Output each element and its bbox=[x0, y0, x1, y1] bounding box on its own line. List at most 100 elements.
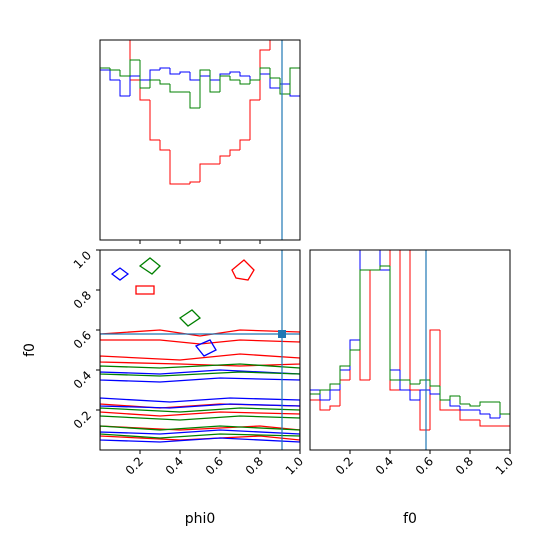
hist-step bbox=[459, 406, 470, 411]
hist-step bbox=[449, 400, 460, 407]
contour-line bbox=[100, 363, 300, 377]
contour-line bbox=[194, 339, 217, 357]
hist-step bbox=[139, 76, 150, 81]
hist-step bbox=[439, 330, 450, 411]
hist-step bbox=[439, 386, 450, 401]
hist-step bbox=[129, 40, 140, 81]
hist-step bbox=[319, 390, 330, 401]
x-tick-label: 1.0 bbox=[493, 454, 516, 477]
hist-step bbox=[349, 349, 360, 380]
x-tick-label: 0.8 bbox=[453, 454, 476, 477]
hist-step bbox=[179, 71, 190, 74]
hist-step bbox=[379, 250, 390, 271]
hist-step bbox=[439, 394, 450, 401]
x-tick-label: 0.6 bbox=[413, 454, 436, 477]
hist-step bbox=[310, 399, 320, 450]
hist-step bbox=[169, 150, 180, 185]
contour-line bbox=[135, 285, 155, 295]
hist-step bbox=[169, 68, 180, 75]
hist-step bbox=[159, 80, 170, 85]
hist-step bbox=[409, 250, 420, 391]
hist-step bbox=[159, 67, 170, 70]
hist-step bbox=[389, 250, 400, 391]
contour-line bbox=[100, 329, 300, 345]
hist-step bbox=[289, 84, 300, 240]
hist-step bbox=[289, 67, 300, 240]
hist-step bbox=[339, 365, 350, 384]
contour-line bbox=[178, 309, 202, 327]
hist-step bbox=[429, 380, 440, 387]
y-tick-label: 0.6 bbox=[71, 328, 94, 351]
hist-step bbox=[359, 250, 361, 340]
hist-step bbox=[219, 75, 230, 92]
hist-step bbox=[109, 70, 120, 81]
axes-frame bbox=[309, 249, 511, 451]
x-tick-label: 0.4 bbox=[373, 454, 396, 477]
hist-step bbox=[409, 390, 420, 401]
hist-step bbox=[399, 370, 410, 391]
hist-step bbox=[199, 75, 210, 80]
hist-step bbox=[329, 383, 340, 390]
x-axis-label: f0 bbox=[403, 511, 417, 527]
hist-step bbox=[100, 40, 101, 240]
hist-step bbox=[379, 265, 390, 270]
hist-step bbox=[259, 49, 270, 100]
hist-step bbox=[479, 401, 490, 406]
hist-step bbox=[339, 379, 350, 406]
plot-area bbox=[310, 250, 510, 450]
hist-step bbox=[469, 404, 480, 407]
contour-line bbox=[100, 425, 300, 439]
hist-step bbox=[209, 76, 220, 81]
hist-step bbox=[349, 339, 360, 370]
hist-step bbox=[280, 20, 290, 40]
hist-step bbox=[129, 59, 140, 76]
hist-step bbox=[379, 250, 381, 270]
hist-step bbox=[310, 389, 320, 450]
hist-step bbox=[139, 60, 150, 89]
hist-step bbox=[449, 395, 460, 400]
contour-line bbox=[100, 425, 300, 441]
hist-step bbox=[209, 70, 220, 93]
hist-step bbox=[249, 79, 260, 84]
hist-step bbox=[139, 80, 150, 101]
hist-step bbox=[149, 79, 160, 88]
contour-line bbox=[100, 353, 300, 367]
hist-step bbox=[329, 405, 340, 410]
hist-step bbox=[249, 99, 260, 140]
hist-step bbox=[319, 389, 330, 394]
hist-step bbox=[199, 69, 210, 108]
hist-step bbox=[239, 80, 250, 85]
y-tick-label: 1.0 bbox=[71, 248, 94, 271]
hist-step bbox=[189, 92, 200, 109]
hist-step bbox=[299, 40, 300, 240]
truth-marker bbox=[278, 330, 286, 338]
hist-step bbox=[259, 67, 270, 80]
hist-step bbox=[110, 10, 120, 20]
x-tick-label: 0.6 bbox=[203, 454, 226, 477]
contour-line bbox=[100, 369, 300, 383]
hist-step bbox=[329, 389, 340, 400]
x-axis-label: phi0 bbox=[185, 511, 216, 527]
y-tick-label: 0.4 bbox=[71, 368, 94, 391]
contour-line bbox=[100, 407, 300, 421]
hist-step bbox=[269, 74, 280, 89]
axes-frame bbox=[99, 39, 301, 241]
hist-step bbox=[389, 270, 400, 371]
hist-step bbox=[269, 68, 280, 79]
x-tick-label: 1.0 bbox=[283, 454, 306, 477]
hist-step bbox=[119, 80, 130, 97]
hist-step bbox=[349, 349, 360, 366]
hist-step bbox=[419, 389, 430, 400]
hist-step bbox=[159, 140, 170, 151]
hist-step bbox=[419, 379, 430, 384]
hist-step bbox=[219, 155, 230, 164]
hist-step bbox=[399, 250, 401, 390]
hist-step bbox=[429, 390, 440, 395]
hist-step bbox=[129, 75, 140, 96]
y-axis-label: f0 bbox=[22, 343, 38, 357]
hist-step bbox=[500, 425, 510, 450]
hist-step bbox=[359, 350, 370, 381]
contour-line bbox=[110, 267, 130, 281]
hist-step bbox=[189, 181, 200, 184]
